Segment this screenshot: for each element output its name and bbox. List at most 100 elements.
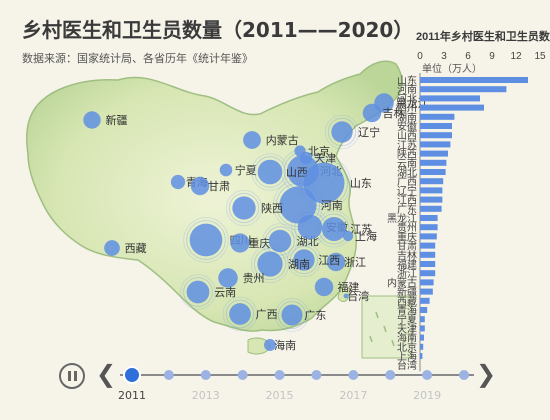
bar-category-label: 河南 <box>397 83 417 96</box>
bar-河南[interactable] <box>420 86 507 93</box>
bar-浙江[interactable] <box>420 270 436 277</box>
bar-宁夏[interactable] <box>420 316 425 323</box>
bar-河北[interactable] <box>420 95 480 102</box>
prev-year-button[interactable]: ❮ <box>96 360 117 388</box>
bar-广东[interactable] <box>420 205 442 212</box>
province-label: 湖南 <box>288 258 310 271</box>
timeline-year-label[interactable]: 2019 <box>413 389 442 402</box>
province-bubble-宁夏[interactable]: 宁夏 <box>219 163 257 177</box>
bar-吉林[interactable] <box>420 251 436 258</box>
bar-四川[interactable] <box>420 104 484 111</box>
province-bubble-江西[interactable]: 江西 <box>286 242 340 278</box>
province-bubble-海南[interactable]: 海南 <box>264 338 296 352</box>
province-bubble-新疆[interactable]: 新疆 <box>83 111 127 129</box>
province-bubble-湖南[interactable]: 湖南 <box>250 244 310 284</box>
province-label: 甘肃 <box>208 180 230 193</box>
province-bubble-西藏[interactable]: 西藏 <box>104 240 147 256</box>
province-bubble-山东[interactable]: 山东 <box>297 156 372 210</box>
bar-category-label: 黑龙江 <box>387 212 417 225</box>
timeline-year-label[interactable]: 2015 <box>265 389 294 402</box>
bar-广西[interactable] <box>420 178 444 185</box>
bar-西藏[interactable] <box>420 297 430 304</box>
province-bubble-内蒙古[interactable]: 内蒙古 <box>243 131 299 149</box>
timeline-dot-2019[interactable] <box>422 370 433 380</box>
bar-新疆[interactable] <box>420 288 433 295</box>
timeline-dot-2012[interactable] <box>163 370 174 380</box>
bar-重庆[interactable] <box>420 233 437 240</box>
bar-山东[interactable] <box>420 77 528 83</box>
bar-甘肃[interactable] <box>420 242 436 249</box>
bar-category-label: 宁夏 <box>397 313 417 326</box>
province-bubble-江苏[interactable]: 江苏 <box>315 210 372 248</box>
x-tick-label: 6 <box>465 51 471 62</box>
bar-陕西[interactable] <box>420 150 448 157</box>
timeline-year-label[interactable]: 2013 <box>191 389 220 402</box>
province-bubble-广西[interactable]: 广西 <box>222 296 278 332</box>
x-tick-label: 3 <box>441 51 447 62</box>
province-label: 辽宁 <box>358 125 380 139</box>
province-bubble-重庆[interactable]: 重庆 <box>230 233 270 253</box>
bar-湖北[interactable] <box>420 169 446 175</box>
bar-category-label: 内蒙古 <box>387 276 417 289</box>
page-subtitle: 数据来源：国家统计局、各省历年《统计年鉴》 <box>22 52 253 65</box>
province-label: 浙江 <box>344 256 366 269</box>
timeline-dot-2013[interactable] <box>200 370 211 380</box>
bar-黑龙江[interactable] <box>420 215 438 221</box>
province-bubble-山西[interactable]: 山西 <box>251 153 308 191</box>
bar-云南[interactable] <box>420 159 447 166</box>
timeline-dot-2015[interactable] <box>274 370 285 380</box>
bar-北京[interactable] <box>420 343 424 350</box>
province-bubble-辽宁[interactable]: 辽宁 <box>324 114 380 150</box>
province-bubble-甘肃[interactable]: 甘肃 <box>190 176 230 196</box>
bar-辽宁[interactable] <box>420 187 443 194</box>
timeline-dot-2011[interactable] <box>123 366 141 384</box>
bar-山西[interactable] <box>420 132 452 139</box>
pause-button[interactable] <box>59 363 85 389</box>
bar-湖南[interactable] <box>420 113 455 120</box>
province-label: 河南 <box>321 199 343 212</box>
province-bubble-云南[interactable]: 云南 <box>180 274 237 310</box>
bar-category-label: 辽宁 <box>397 184 417 197</box>
bar-江西[interactable] <box>420 196 443 203</box>
bar-category-label: 新疆 <box>397 286 417 299</box>
province-bubble-福建[interactable]: 福建 <box>314 277 360 297</box>
timeline-dot-2018[interactable] <box>385 370 396 380</box>
bar-上海[interactable] <box>420 353 423 359</box>
timeline-dot-2020[interactable] <box>459 370 469 380</box>
province-bubble-湖北[interactable]: 湖北 <box>262 223 319 259</box>
province-bubble-陕西[interactable]: 陕西 <box>225 189 283 227</box>
province-bubble-台湾[interactable]: 台湾 <box>343 289 370 303</box>
bar-安徽[interactable] <box>420 123 452 129</box>
timeline-track[interactable] <box>0 355 550 395</box>
bar-内蒙古[interactable] <box>420 279 434 286</box>
province-bubble-广东[interactable]: 广东 <box>274 297 326 333</box>
province-label: 天津 <box>314 152 336 165</box>
province-bubble-上海[interactable]: 上海 <box>342 229 377 243</box>
pause-icon-right <box>74 371 77 381</box>
bar-category-label: 江西 <box>397 195 417 207</box>
province-label: 江苏 <box>350 223 372 236</box>
timeline-dot-2016[interactable] <box>311 370 322 380</box>
province-bubble-贵州[interactable]: 贵州 <box>218 268 265 288</box>
bar-青海[interactable] <box>420 307 428 313</box>
bar-海南[interactable] <box>420 334 424 341</box>
province-label: 北京 <box>308 144 330 158</box>
timeline-dot-2017[interactable] <box>348 370 359 380</box>
bar-category-label: 重庆 <box>397 230 417 243</box>
bar-江苏[interactable] <box>420 141 451 148</box>
bar-天津[interactable] <box>420 325 425 332</box>
province-label: 陕西 <box>261 201 283 215</box>
bar-福建[interactable] <box>420 261 436 267</box>
timeline-year-label[interactable]: 2017 <box>339 389 368 402</box>
timeline-year-label[interactable]: 2011 <box>118 389 146 402</box>
bar-category-label: 广西 <box>397 176 417 188</box>
next-year-button[interactable]: ❯ <box>476 360 497 388</box>
province-label: 西藏 <box>125 242 147 255</box>
province-bubble-吉林[interactable]: 吉林 <box>362 103 405 123</box>
bar-category-label: 台湾 <box>397 359 417 372</box>
bar-贵州[interactable] <box>420 224 438 231</box>
province-label: 吉林 <box>382 106 404 120</box>
timeline-dot-2014[interactable] <box>237 370 248 380</box>
province-bubble-河南[interactable]: 河南 <box>272 179 343 231</box>
province-bubble-浙江[interactable]: 浙江 <box>326 252 366 272</box>
